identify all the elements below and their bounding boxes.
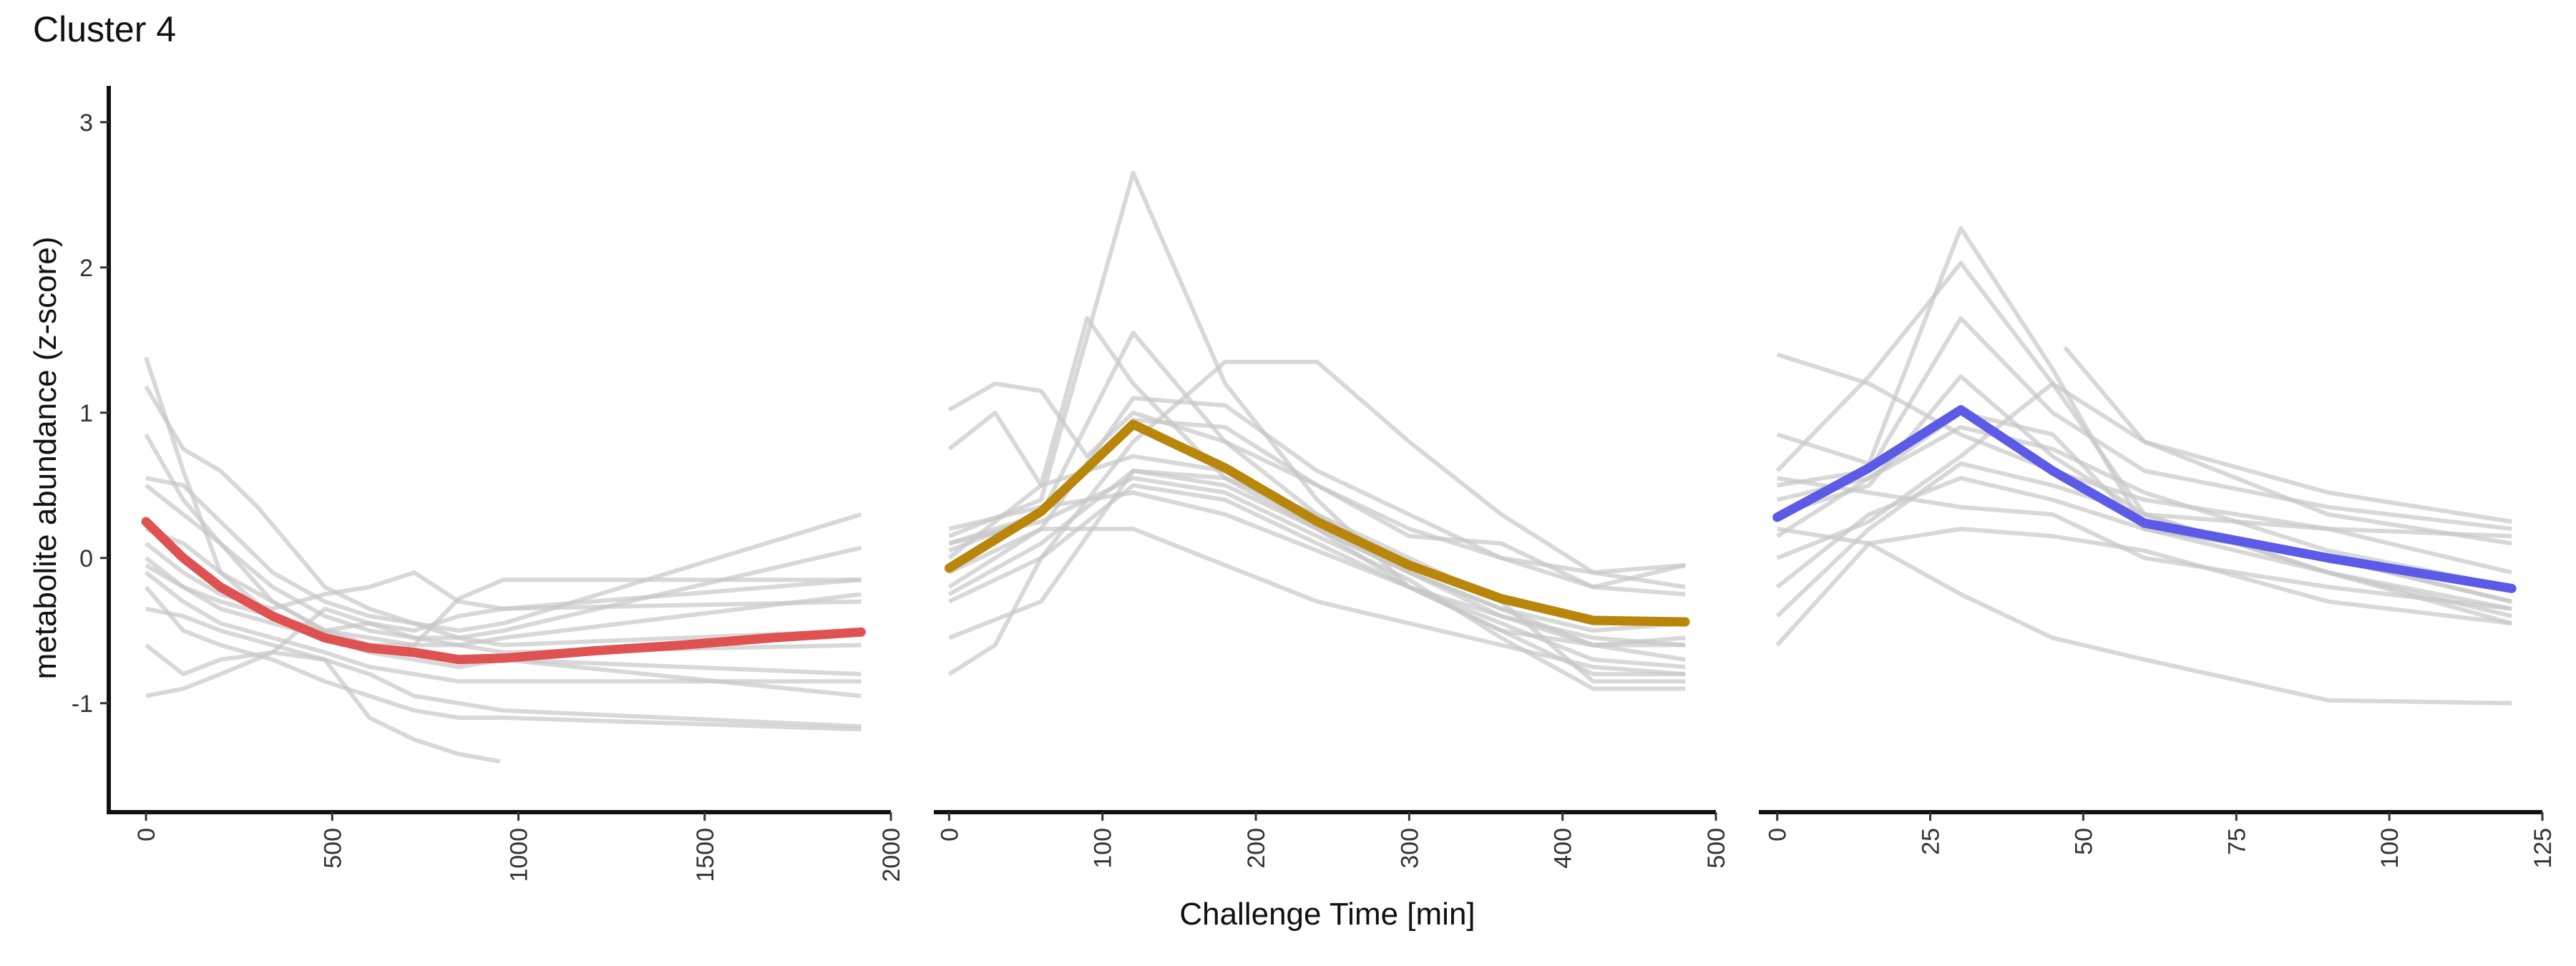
- x-tick-label: 2000: [878, 828, 905, 882]
- member-series-line: [145, 563, 862, 655]
- x-tick-label: 125: [2529, 828, 2557, 869]
- x-tick-label: 1500: [692, 828, 719, 882]
- member-series-line: [145, 570, 862, 684]
- member-series-line: [145, 483, 862, 640]
- x-tick-label: 0: [936, 828, 963, 841]
- panel-1: 0 500 1000 1500 2000: [107, 356, 905, 882]
- mean-series-line: [141, 517, 866, 665]
- y-tick-label: 1: [79, 400, 93, 427]
- member-series-line: [948, 490, 1686, 648]
- x-tick-label: 400: [1550, 828, 1577, 869]
- x-tick-label: 100: [2376, 828, 2404, 869]
- member-series-line: [2063, 346, 2512, 546]
- member-series-line: [1775, 476, 2512, 618]
- x-tick-label: 0: [133, 828, 160, 841]
- member-series-line: [1776, 381, 2512, 560]
- x-tick-label: 25: [1918, 828, 1945, 855]
- x-tick-label: 100: [1090, 828, 1117, 869]
- member-series-line: [948, 527, 1686, 677]
- mean-series-line: [1772, 405, 2517, 593]
- y-tick-label: 0: [79, 545, 93, 572]
- x-tick-label: 500: [1703, 828, 1730, 869]
- member-series-line: [948, 170, 1686, 648]
- member-series-line: [145, 542, 862, 611]
- member-series-line: [1775, 461, 2512, 618]
- y-tick-label: 3: [79, 109, 93, 137]
- member-series-line: [1777, 476, 2512, 611]
- member-series-line: [1777, 527, 2512, 706]
- panels: 0 500 1000 1500 2000 0 100 200 300 400 500 0 25 50 75 1…: [107, 170, 2557, 882]
- member-series-line: [145, 643, 501, 763]
- x-tick-label: 1000: [506, 828, 533, 882]
- panel-3: 0 25 50 75 100 125: [1759, 225, 2557, 869]
- member-series-line: [145, 599, 862, 698]
- member-series-line: [145, 527, 862, 648]
- y-tick-label: -1: [72, 691, 93, 718]
- member-series-line: [145, 476, 862, 633]
- x-axis-label: Challenge Time [min]: [1179, 897, 1475, 932]
- x-tick-label: 50: [2070, 828, 2097, 855]
- y-axis: -1 0 1 2 3: [72, 86, 111, 814]
- member-series-line: [144, 356, 862, 677]
- y-axis-label: metabolite abundance (z-score): [28, 237, 63, 680]
- member-series-line: [144, 433, 862, 648]
- member-series-line: [948, 469, 1686, 662]
- y-tick-label: 2: [79, 255, 93, 282]
- member-series-line: [947, 469, 1686, 684]
- x-tick-label: 200: [1243, 828, 1270, 869]
- chart-title: Cluster 4: [33, 9, 176, 49]
- x-tick-label: 500: [319, 828, 346, 869]
- panel-2: 0 100 200 300 400 500: [934, 170, 1730, 869]
- x-tick-label: 0: [1765, 828, 1792, 841]
- member-series-line: [1777, 425, 2512, 590]
- member-series-line: [948, 476, 1686, 691]
- mean-series-line: [944, 419, 1690, 627]
- x-tick-label: 75: [2223, 828, 2250, 855]
- member-series-line: [145, 606, 862, 729]
- x-tick-label: 300: [1396, 828, 1423, 869]
